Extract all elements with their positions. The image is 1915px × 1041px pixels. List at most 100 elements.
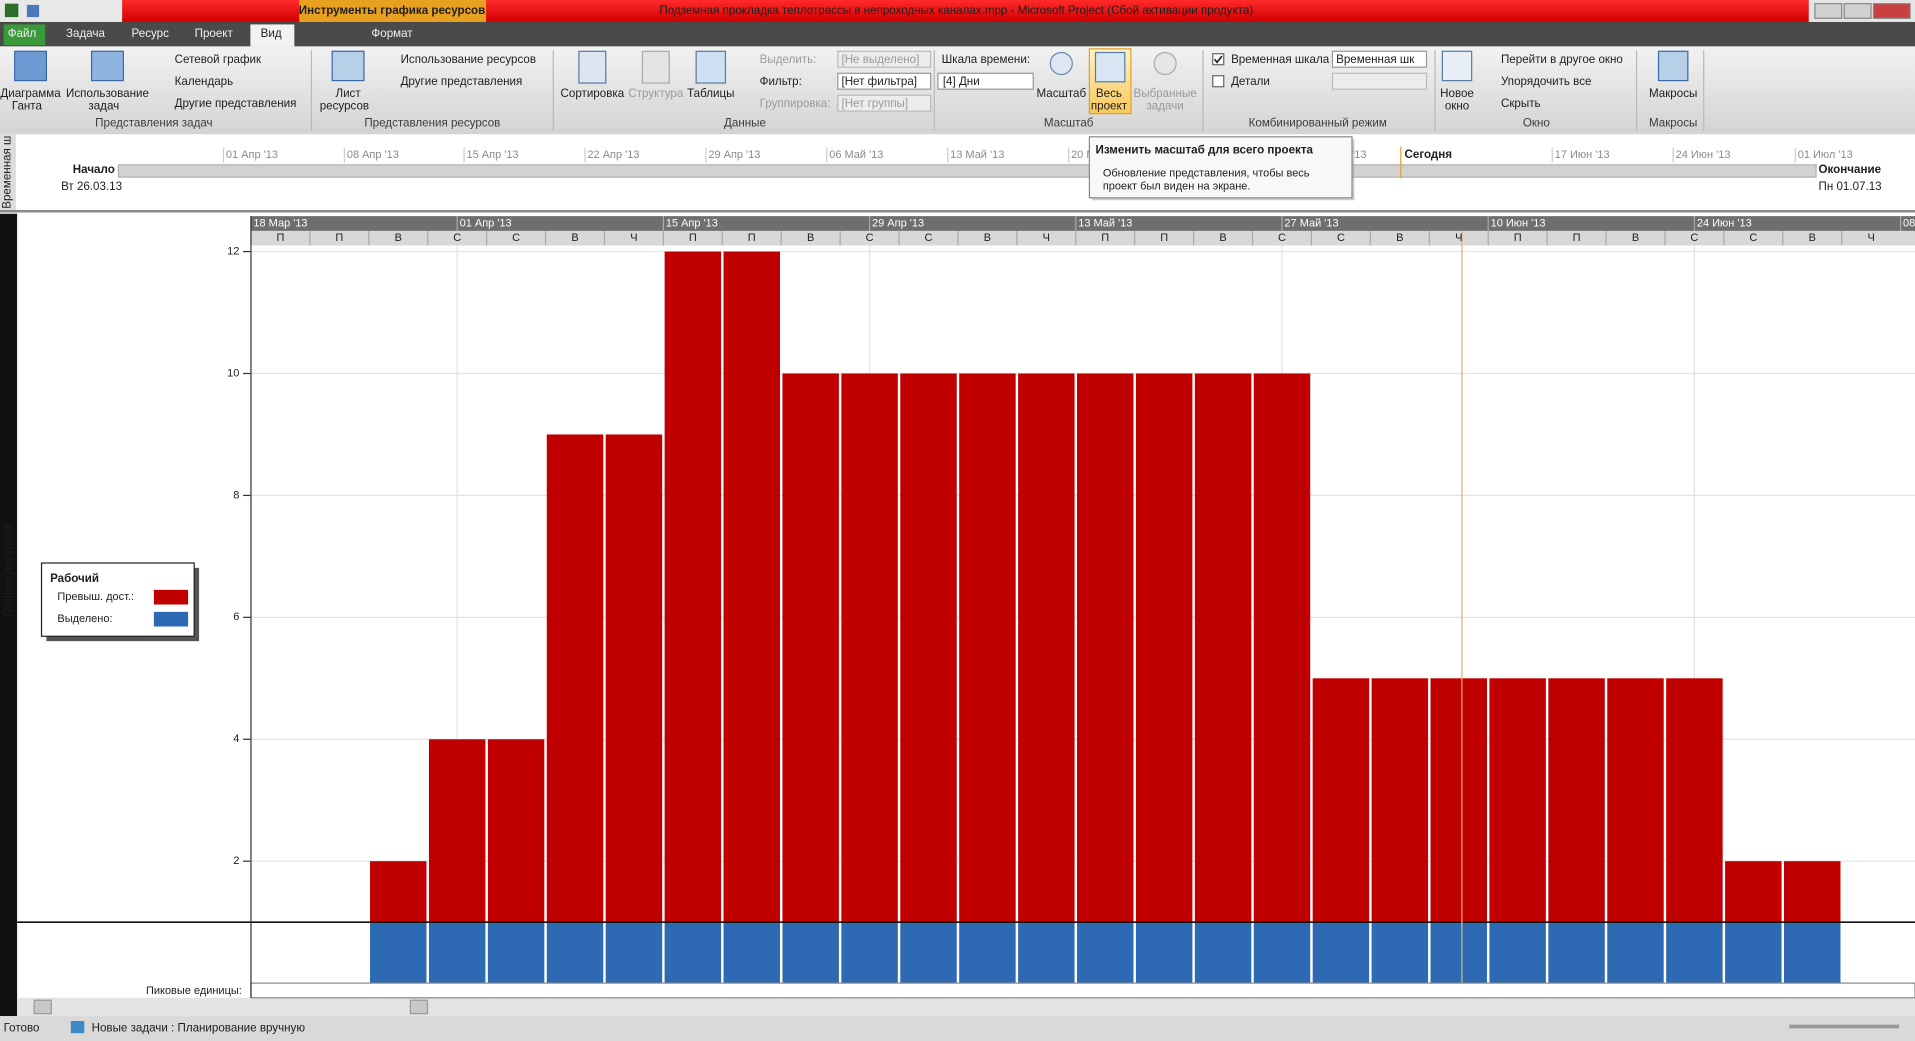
bar-segment xyxy=(546,922,604,984)
checkmark xyxy=(1213,55,1223,64)
bar-segment xyxy=(1135,373,1193,923)
plot: 18 Мар '13 01 Апр '13 15 Апр '13 29 Апр '13… xyxy=(250,216,1915,998)
bar-segment xyxy=(487,922,545,984)
ribbon-button-label[interactable]: Структура xyxy=(628,87,684,100)
legend-label: Превыш. дост.: xyxy=(57,591,134,603)
maximize-button[interactable] xyxy=(1843,3,1872,19)
bar-segment xyxy=(1194,373,1252,923)
ribbon-button-label[interactable]: Сетевой график xyxy=(175,53,262,66)
ribbon-button-label[interactable]: Весь xyxy=(1096,87,1122,100)
ribbon-button-label[interactable]: Календарь xyxy=(175,75,234,88)
day-label: Ч xyxy=(1455,232,1462,244)
timeline-date: 06 Май '13 xyxy=(829,149,883,161)
ribbon-group-label: Представления ресурсов xyxy=(364,116,500,129)
ribbon-button-label[interactable]: Временная шк xyxy=(1336,53,1415,66)
peak-row xyxy=(250,982,1915,999)
ribbon-button-label[interactable]: Другие представления xyxy=(401,75,523,88)
bar-segment xyxy=(1489,678,1546,923)
timeline-field[interactable] xyxy=(1331,50,1428,68)
bar-segment xyxy=(1253,373,1311,923)
ribbon-button-label[interactable]: Детали xyxy=(1231,75,1270,88)
ribbon-button-label[interactable]: Временная шкала xyxy=(1231,53,1330,66)
ribbon-button-label[interactable]: Макросы xyxy=(1649,87,1697,100)
scroll-thumb-left[interactable] xyxy=(33,999,52,1015)
ribbon-button-label[interactable]: Новое xyxy=(1440,87,1474,100)
timeline-today: Сегодня xyxy=(1404,148,1452,161)
ribbon-button-label[interactable]: Фильтр: xyxy=(760,75,802,88)
ribbon-group-label: Комбинированный режим xyxy=(1249,116,1387,129)
save-icon[interactable] xyxy=(26,4,40,18)
ribbon-button-label[interactable]: Диаграмма xyxy=(0,87,61,100)
select-field[interactable] xyxy=(837,50,932,68)
details-checkbox[interactable] xyxy=(1212,75,1225,88)
ribbon-button-label[interactable]: Таблицы xyxy=(687,87,734,100)
bar-segment xyxy=(1312,678,1370,923)
icon xyxy=(14,50,48,82)
ribbon-tab[interactable]: Файл xyxy=(8,27,37,40)
ribbon-button-label[interactable]: Использование xyxy=(66,87,149,100)
ribbon-button-label[interactable]: [Нет фильтра] xyxy=(841,75,917,88)
timescale-top-tier xyxy=(250,216,1915,231)
timeline-checkbox[interactable] xyxy=(1212,53,1225,66)
scroll-thumb-right[interactable] xyxy=(409,999,429,1015)
ribbon-button-label[interactable]: задачи xyxy=(1146,99,1183,112)
bar-segment xyxy=(959,373,1016,923)
ribbon-button-label[interactable]: Упорядочить все xyxy=(1501,75,1592,88)
bar-segment xyxy=(1077,373,1134,923)
icon xyxy=(1441,50,1473,82)
minimize-button[interactable] xyxy=(1814,3,1843,19)
ribbon-button-label[interactable]: Ганта xyxy=(12,99,43,112)
ribbon-button-label[interactable]: окно xyxy=(1445,99,1469,112)
status-icon xyxy=(70,1020,85,1034)
ribbon-button-label[interactable]: Группировка: xyxy=(760,97,831,110)
timeline-date: 24 Июн '13 xyxy=(1676,149,1731,161)
ribbon-button-label[interactable]: задач xyxy=(88,99,119,112)
bar-segment xyxy=(1548,922,1605,984)
ribbon-button-label[interactable]: Выделить: xyxy=(760,53,817,66)
bar-segment xyxy=(1666,922,1723,984)
ribbon-tab[interactable]: Вид xyxy=(261,27,282,40)
timeline-side-strip xyxy=(0,134,16,212)
ribbon-tab[interactable]: Формат xyxy=(371,27,413,40)
ribbon-button-label[interactable]: Другие представления xyxy=(175,97,297,110)
timeline-bar xyxy=(117,164,1817,178)
ribbon-button-label[interactable]: Шкала времени: xyxy=(942,53,1030,66)
peak-units-label: Пиковые единицы: xyxy=(146,985,242,997)
timescale-field[interactable] xyxy=(937,72,1034,90)
ribbon-button-label[interactable]: Использование ресурсов xyxy=(401,53,536,66)
ribbon-group-label: Представления задач xyxy=(95,116,212,129)
ribbon-button-label[interactable]: проект xyxy=(1091,99,1128,112)
ribbon-button-label[interactable]: [Не выделено] xyxy=(841,53,919,66)
ribbon-button-label[interactable]: Лист xyxy=(335,87,361,100)
group-field[interactable] xyxy=(837,94,932,112)
file-tab-bg xyxy=(3,24,46,46)
close-button[interactable] xyxy=(1872,3,1911,19)
scrollbar-row xyxy=(17,997,1915,1017)
ribbon-group-label: Данные xyxy=(724,116,766,129)
filter-field[interactable] xyxy=(837,72,932,90)
zoom-slider[interactable] xyxy=(1789,1024,1900,1029)
ribbon-button-label[interactable]: [4] Дни xyxy=(943,75,980,88)
ribbon-button-label[interactable]: [Нет группы] xyxy=(841,97,908,110)
ribbon-button-label[interactable]: Выбранные xyxy=(1134,87,1197,100)
status-bar xyxy=(0,1016,1915,1041)
ribbon-button-label[interactable]: ресурсов xyxy=(320,99,369,112)
day-label: П xyxy=(1573,232,1581,244)
ribbon-tab[interactable]: Ресурс xyxy=(132,27,170,40)
timescale-top-label: 24 Июн '13 xyxy=(1697,217,1752,229)
day-label: В xyxy=(807,232,814,244)
ribbon-button-label[interactable]: Перейти в другое окно xyxy=(1501,53,1623,66)
tooltip-box xyxy=(1088,136,1353,199)
ribbon-button-label[interactable]: Сортировка xyxy=(561,87,625,100)
day-label: П xyxy=(276,232,284,244)
details-field[interactable] xyxy=(1331,72,1428,90)
ribbon-button-label[interactable]: Масштаб xyxy=(1037,87,1087,100)
status-task-mode[interactable]: Новые задачи : Планирование вручную xyxy=(92,1021,306,1034)
ribbon-button-label[interactable]: Скрыть xyxy=(1501,97,1541,110)
bar-segment xyxy=(1018,922,1075,984)
ribbon-tab[interactable]: Задача xyxy=(66,27,105,40)
day-label: С xyxy=(1749,232,1757,244)
ribbon-tab[interactable]: Проект xyxy=(195,27,234,40)
app-icon xyxy=(4,3,19,18)
